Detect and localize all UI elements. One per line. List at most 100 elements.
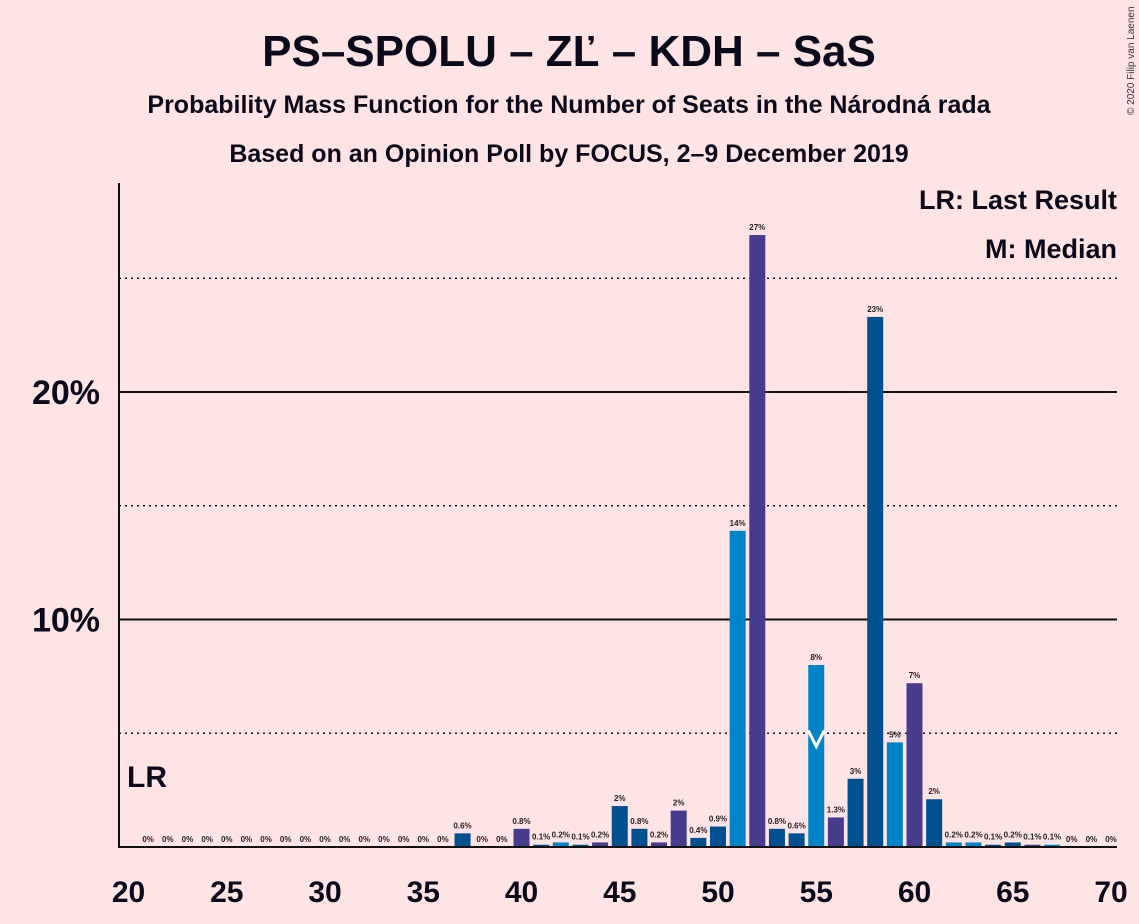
legend-median: M: Median [985,234,1117,264]
bar-value-label: 0.2% [1004,830,1022,839]
gridlines [119,277,1117,734]
bar-value-label: 0.9% [709,815,727,824]
last-result-marker: LR [127,761,167,794]
bar-value-label: 0% [417,835,429,844]
copyright-note: © 2020 Filip van Laenen [1126,6,1137,115]
x-tick-label: 30 [308,876,341,909]
bar-value-label: 0% [339,835,351,844]
bar-value-label: 0.1% [1043,833,1061,842]
chart-subtitle-2: Based on an Opinion Poll by FOCUS, 2–9 D… [229,140,908,168]
bar-seat-40 [513,828,530,847]
bar-value-label: 0.2% [552,830,570,839]
chart-subtitle-1: Probability Mass Function for the Number… [147,91,991,119]
x-tick-label: 65 [996,876,1029,909]
bar-seat-52 [749,235,766,847]
bar-value-label: 8% [810,653,822,662]
bar-value-label: 0% [1105,835,1117,844]
bar-seat-42 [552,842,569,847]
x-tick-label: 60 [898,876,931,909]
bar-seat-50 [710,826,726,847]
bar-value-label: 0% [437,835,449,844]
x-tick-label: 25 [210,876,243,909]
bar-value-label: 2% [673,799,685,808]
bar-value-label: 0% [496,835,508,844]
bar-value-label: 7% [909,671,921,680]
bar-seat-45 [611,806,628,847]
bar-value-label: 0.4% [689,826,707,835]
bar-seat-49 [690,837,707,847]
y-tick-label: 10% [32,602,100,640]
bar-value-label: 0% [378,835,390,844]
bar-seat-60 [906,683,923,847]
bar-value-label: 0% [300,835,312,844]
bar-seat-53 [768,828,785,847]
bar-seat-61 [926,799,943,847]
bar-value-label: 14% [730,519,746,528]
bar-value-label: 0% [476,835,488,844]
bar-seat-48 [670,810,687,847]
bar-value-label: 0% [162,835,174,844]
bar-seat-43 [572,844,589,847]
x-tick-label: 40 [505,876,538,909]
bar-value-label: 23% [867,305,883,314]
bar-seat-56 [827,817,844,847]
bar-seat-44 [592,842,609,847]
bar-value-label: 0% [280,835,292,844]
bar-value-label: 0.1% [984,833,1002,842]
bar-value-label: 0% [201,835,213,844]
bar-value-label: 2% [614,794,626,803]
bar-value-label: 3% [850,767,862,776]
bar-value-label: 0% [1066,835,1078,844]
x-tick-label: 35 [407,876,440,909]
bar-value-label: 0.6% [787,821,805,830]
bar-value-label: 0.6% [453,821,471,830]
axes-group: 10% 20% 20 25 30 35 40 45 50 55 60 65 70 [32,183,1128,909]
x-tick-label: 50 [701,876,734,909]
bar-seat-54 [788,833,805,847]
bar-value-label: 0.8% [630,817,648,826]
bar-value-label: 0.2% [591,830,609,839]
bar-seat-63 [965,842,982,847]
bar-value-label: 0% [319,835,331,844]
bar-value-label: 0.1% [532,833,550,842]
bar-value-label: 0.8% [768,817,786,826]
bar-value-label: 27% [749,223,765,232]
bar-value-label: 0% [241,835,253,844]
bar-seat-55 [808,665,825,847]
bar-value-label: 0% [398,835,410,844]
bar-seat-65 [1004,842,1021,847]
x-tick-label: 20 [112,876,145,909]
bar-seat-64 [985,844,1002,847]
bar-value-label: 0.2% [964,830,982,839]
x-tick-label: 70 [1094,876,1127,909]
chart-title: PS–SPOLU – ZĽ – KDH – SaS [262,27,876,76]
bar-value-label: 0.8% [512,817,530,826]
bar-value-label: 0% [1086,835,1098,844]
bar-seat-46 [631,828,648,847]
bar-value-label: 0.2% [650,830,668,839]
bar-value-label: 0% [359,835,371,844]
legend-last-result: LR: Last Result [919,185,1117,215]
bar-seat-67 [1044,844,1061,847]
bar-value-label: 0.1% [571,833,589,842]
bar-seat-66 [1024,844,1041,847]
y-tick-label: 20% [32,374,100,412]
median-marker [806,729,826,750]
bar-value-label: 2% [928,787,940,796]
bar-seat-58 [867,316,884,847]
bars-group [454,235,1061,847]
bar-value-label: 0% [142,835,154,844]
bar-seat-51 [729,530,746,847]
bar-seat-41 [533,844,550,847]
bar-seat-47 [651,842,668,847]
bar-seat-59 [886,742,903,847]
bar-value-label: 0% [221,835,233,844]
bar-seat-62 [945,842,962,847]
bar-value-label: 0% [260,835,272,844]
bar-seat-37 [454,833,471,847]
bar-seat-57 [847,778,864,847]
bar-labels-group: 0% 0% 0% 0% 0% 0% 0% 0% 0% 0% 0% 0% 0% 0% 0% 0% 0.6% 0% 0%… [142,223,1116,844]
bar-value-label: 0.2% [945,830,963,839]
bar-value-label: 5% [889,730,901,739]
